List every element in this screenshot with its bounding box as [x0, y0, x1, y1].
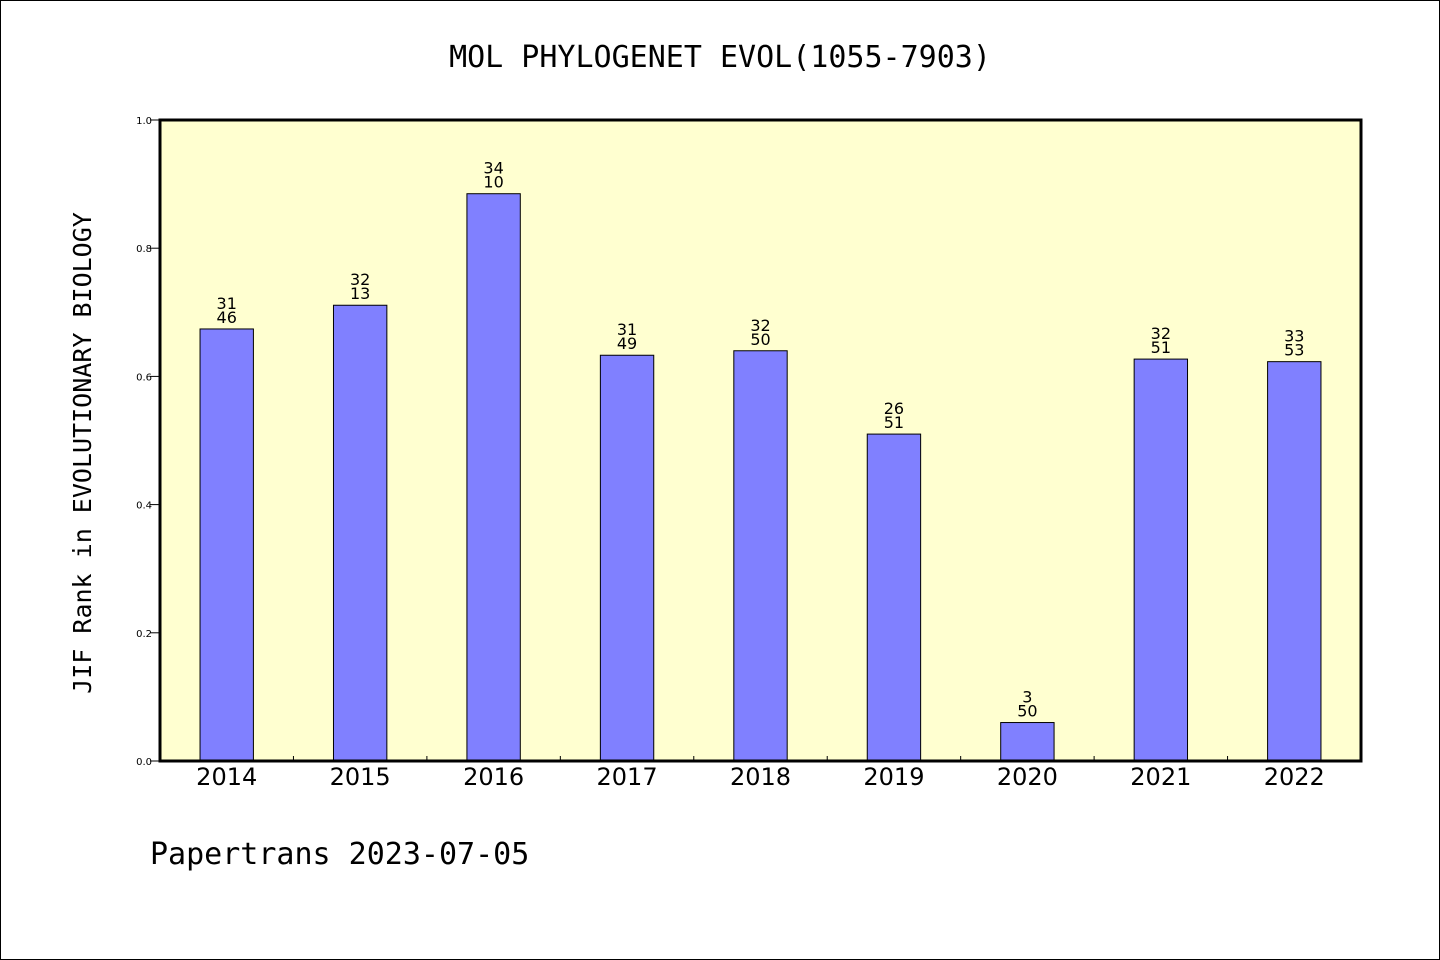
x-tick-label: 2020 [997, 763, 1058, 791]
bar-label-bottom: 51 [884, 413, 904, 432]
y-axis-label: JIF Rank in EVOLUTIONARY BIOLOGY [68, 212, 97, 694]
bar-label-top: 33 [1284, 327, 1304, 346]
y-tick-label: 0.4 [136, 501, 152, 512]
footer-text: Papertrans 2023-07-05 [150, 837, 529, 872]
bar [1267, 361, 1322, 762]
x-tick-label: 2017 [597, 763, 658, 791]
bar-label-top: 34 [483, 159, 503, 178]
bar-label-bottom: 50 [750, 330, 770, 349]
x-tick-label: 2016 [463, 763, 524, 791]
bar [332, 304, 388, 762]
x-tick-label: 2019 [863, 763, 924, 791]
bar-label-top: 32 [350, 270, 370, 289]
x-tick-label: 2018 [730, 763, 791, 791]
y-axis: 0.0 0.2 0.4 0.6 0.8 1.0 [136, 116, 160, 768]
bar [599, 354, 655, 762]
bar-label-bottom: 13 [350, 284, 370, 303]
y-tick-label: 0.0 [136, 757, 152, 768]
y-tick-label: 0.8 [136, 244, 152, 255]
bar [466, 193, 521, 762]
x-tick-label: 2021 [1130, 763, 1191, 791]
y-tick-label: 1.0 [136, 116, 152, 127]
y-tick-label: 0.6 [136, 372, 152, 383]
bar-label-top: 32 [1151, 324, 1171, 343]
plot-border [158, 118, 1363, 763]
bar-label-bottom: 53 [1284, 341, 1304, 360]
bar [866, 433, 922, 762]
bar-label-top: 32 [750, 316, 770, 335]
bar-label-top: 31 [617, 320, 637, 339]
bar [1133, 358, 1189, 762]
bar-label-top: 31 [217, 294, 237, 313]
x-axis: 2014 2015 2016 2017 2018 2019 2020 2021 2022 [196, 756, 1325, 791]
bar-series [199, 193, 1322, 762]
bar-label-bottom: 50 [1017, 702, 1037, 721]
x-tick-label: 2022 [1264, 763, 1325, 791]
x-tick-label: 2014 [196, 763, 257, 791]
y-tick-label: 0.2 [136, 629, 152, 640]
chart-title: MOL PHYLOGENET EVOL(1055-7903) [449, 40, 991, 75]
bar-label-top: 26 [884, 399, 904, 418]
bar-label-top: 3 [1022, 688, 1032, 707]
bar-label-bottom: 10 [483, 173, 503, 192]
bar [733, 350, 788, 762]
bar-label-bottom: 46 [217, 308, 237, 327]
bar [199, 328, 254, 762]
bar-label-bottom: 51 [1151, 338, 1171, 357]
bar [1000, 722, 1055, 762]
x-tick-label: 2015 [330, 763, 391, 791]
bar-label-bottom: 49 [617, 334, 637, 353]
